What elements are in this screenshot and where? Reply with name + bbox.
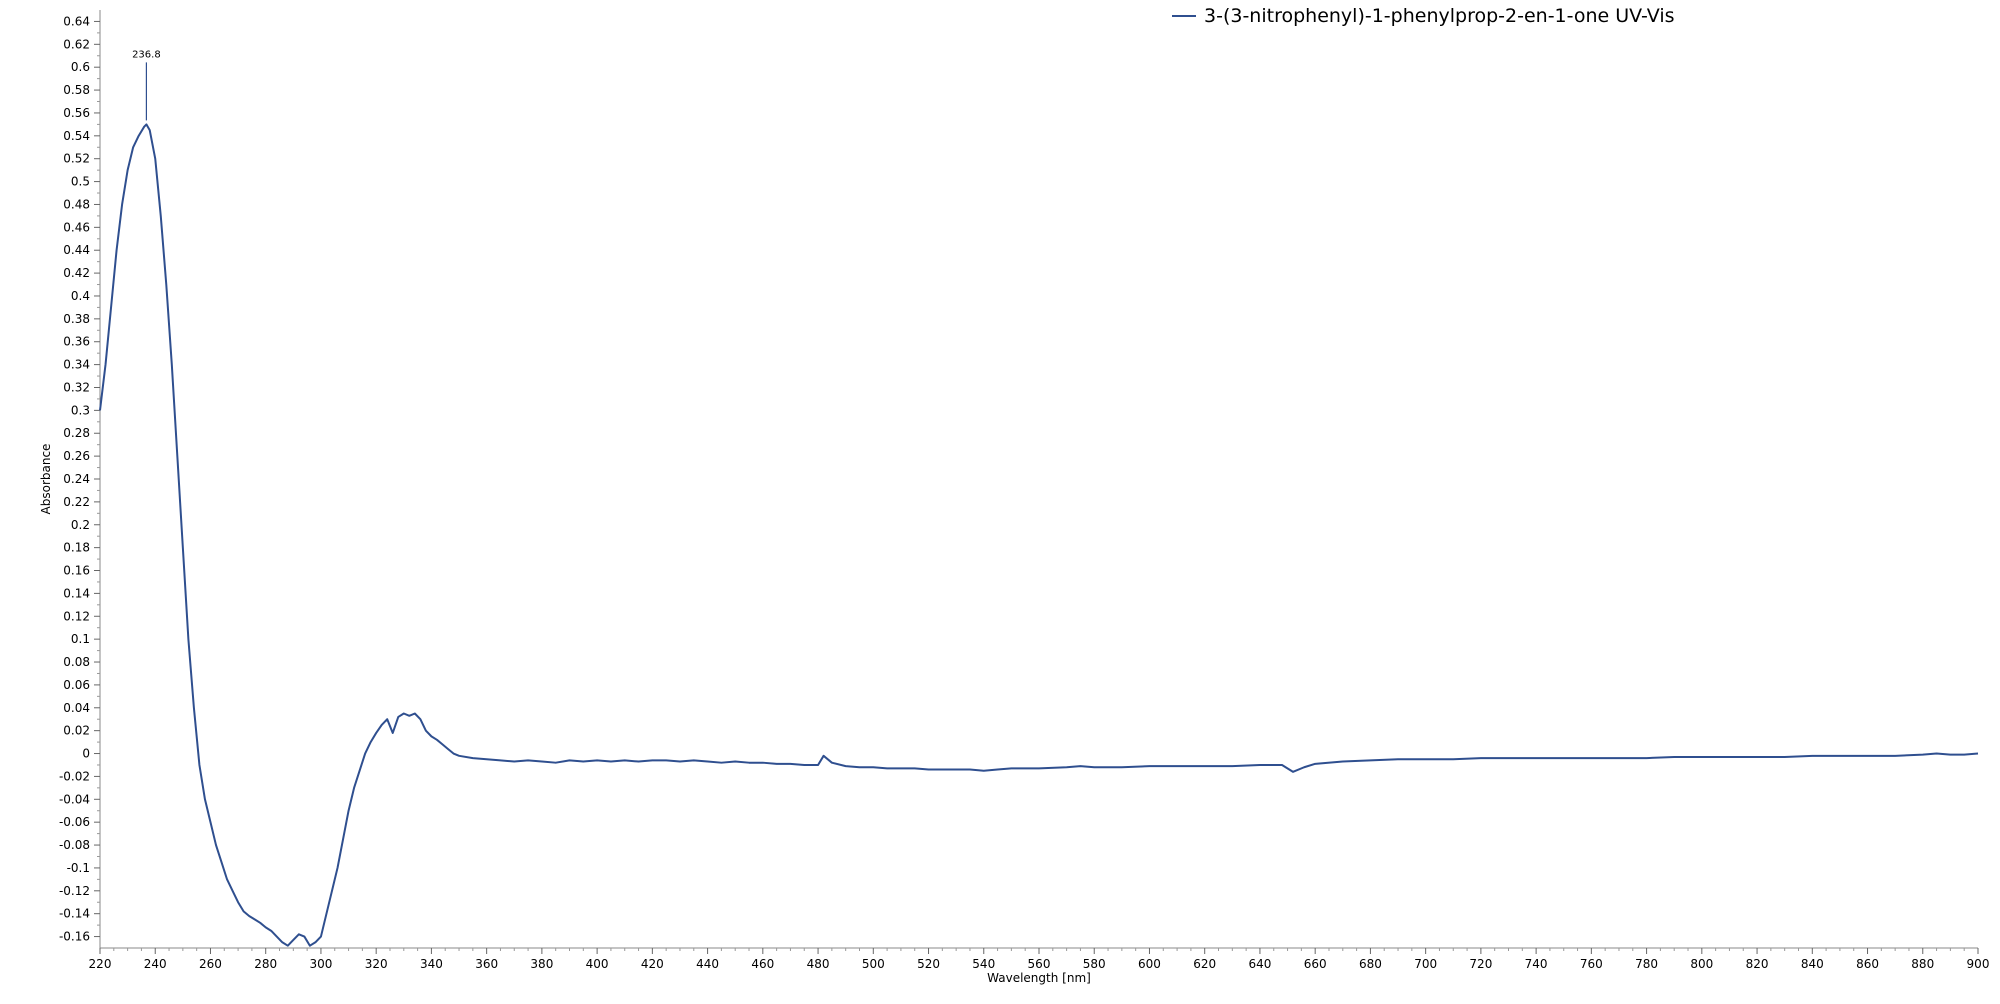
y-tick-label: 0.28 [63, 426, 90, 440]
annotations: 236.8 [132, 49, 161, 121]
x-tick-label: 840 [1801, 957, 1824, 971]
y-tick-label: 0.4 [71, 289, 90, 303]
y-tick-label: -0.14 [59, 907, 90, 921]
y-tick-label: -0.16 [59, 930, 90, 944]
y-tick-label: -0.06 [59, 815, 90, 829]
x-tick-label: 240 [144, 957, 167, 971]
y-tick-label: 0.56 [63, 106, 90, 120]
legend[interactable]: 3-(3-nitrophenyl)-1-phenylprop-2-en-1-on… [1172, 5, 1675, 27]
x-tick-label: 820 [1746, 957, 1769, 971]
y-tick-label: 0.12 [63, 609, 90, 623]
x-tick-label: 440 [696, 957, 719, 971]
x-tick-label: 900 [1967, 957, 1990, 971]
x-tick-label: 480 [807, 957, 830, 971]
y-tick-label: 0.1 [71, 632, 90, 646]
x-tick-label: 320 [365, 957, 388, 971]
x-tick-label: 800 [1690, 957, 1713, 971]
y-tick-label: 0.44 [63, 243, 90, 257]
x-tick-label: 760 [1580, 957, 1603, 971]
x-tick-label: 720 [1469, 957, 1492, 971]
x-tick-label: 560 [1028, 957, 1051, 971]
x-tick-label: 380 [530, 957, 553, 971]
y-tick-label: -0.08 [59, 838, 90, 852]
y-tick-label: 0.62 [63, 37, 90, 51]
series-layer [99, 123, 1979, 947]
x-tick-label: 420 [641, 957, 664, 971]
legend-entry: 3-(3-nitrophenyl)-1-phenylprop-2-en-1-on… [1204, 5, 1675, 27]
x-tick-label: 580 [1083, 957, 1106, 971]
y-tick-label: 0.2 [71, 518, 90, 532]
x-tick-label: 260 [199, 957, 222, 971]
series-line-0 [99, 123, 1979, 947]
x-tick-label: 360 [475, 957, 498, 971]
y-tick-label: 0.64 [63, 14, 90, 28]
y-tick-label: 0.6 [71, 60, 90, 74]
x-tick-label: 600 [1138, 957, 1161, 971]
x-tick-label: 640 [1248, 957, 1271, 971]
y-tick-label: 0.14 [63, 586, 90, 600]
x-tick-label: 880 [1911, 957, 1934, 971]
y-axis-label: Absorbance [39, 444, 53, 515]
x-tick-label: 460 [751, 957, 774, 971]
x-tick-label: 540 [972, 957, 995, 971]
x-tick-label: 620 [1193, 957, 1216, 971]
x-axis-label: Wavelength [nm] [987, 971, 1091, 985]
x-tick-label: 660 [1304, 957, 1327, 971]
x-tick-label: 780 [1635, 957, 1658, 971]
y-tick-label: 0.48 [63, 197, 90, 211]
x-tick-label: 860 [1856, 957, 1879, 971]
axes: 220 240 260 280 300 320 340 360 380 400 420 440 460 4… [39, 10, 1989, 985]
y-tick-label: 0.38 [63, 312, 90, 326]
x-tick-label: 700 [1414, 957, 1437, 971]
x-tick-label: 400 [586, 957, 609, 971]
y-tick-label: 0.42 [63, 266, 90, 280]
y-tick-label: 0.08 [63, 655, 90, 669]
x-tick-label: 680 [1359, 957, 1382, 971]
x-tick-label: 520 [917, 957, 940, 971]
y-tick-label: -0.12 [59, 884, 90, 898]
y-tick-label: -0.04 [59, 792, 90, 806]
y-tick-label: 0.5 [71, 175, 90, 189]
y-tick-label: 0.16 [63, 564, 90, 578]
x-tick-label: 500 [862, 957, 885, 971]
y-tick-label: 0.46 [63, 220, 90, 234]
y-tick-label: 0.26 [63, 449, 90, 463]
y-tick-label: 0.24 [63, 472, 90, 486]
y-tick-label: 0.06 [63, 678, 90, 692]
x-tick-label: 220 [89, 957, 112, 971]
y-tick-label: 0.32 [63, 380, 90, 394]
x-tick-label: 280 [254, 957, 277, 971]
y-tick-label: 0.18 [63, 541, 90, 555]
y-tick-label: 0.02 [63, 724, 90, 738]
peak-label: 236.8 [132, 49, 161, 60]
y-tick-label: 0.58 [63, 83, 90, 97]
y-tick-label: 0.22 [63, 495, 90, 509]
y-tick-label: 0.34 [63, 358, 90, 372]
y-tick-label: 0 [82, 747, 90, 761]
x-tick-label: 740 [1525, 957, 1548, 971]
y-axis-ticks: -0.16 -0.14 -0.12 -0.1 -0.08 -0.06 -0.04 -0.02 0… [59, 14, 100, 944]
y-tick-label: 0.04 [63, 701, 90, 715]
y-tick-label: 0.52 [63, 152, 90, 166]
x-tick-label: 340 [420, 957, 443, 971]
y-tick-label: -0.1 [67, 861, 90, 875]
y-tick-label: -0.02 [59, 769, 90, 783]
y-tick-label: 0.54 [63, 129, 90, 143]
x-axis-ticks: 220 240 260 280 300 320 340 360 380 400 420 440 460 4… [89, 948, 1990, 971]
y-tick-label: 0.36 [63, 335, 90, 349]
x-tick-label: 300 [309, 957, 332, 971]
y-tick-label: 0.3 [71, 403, 90, 417]
